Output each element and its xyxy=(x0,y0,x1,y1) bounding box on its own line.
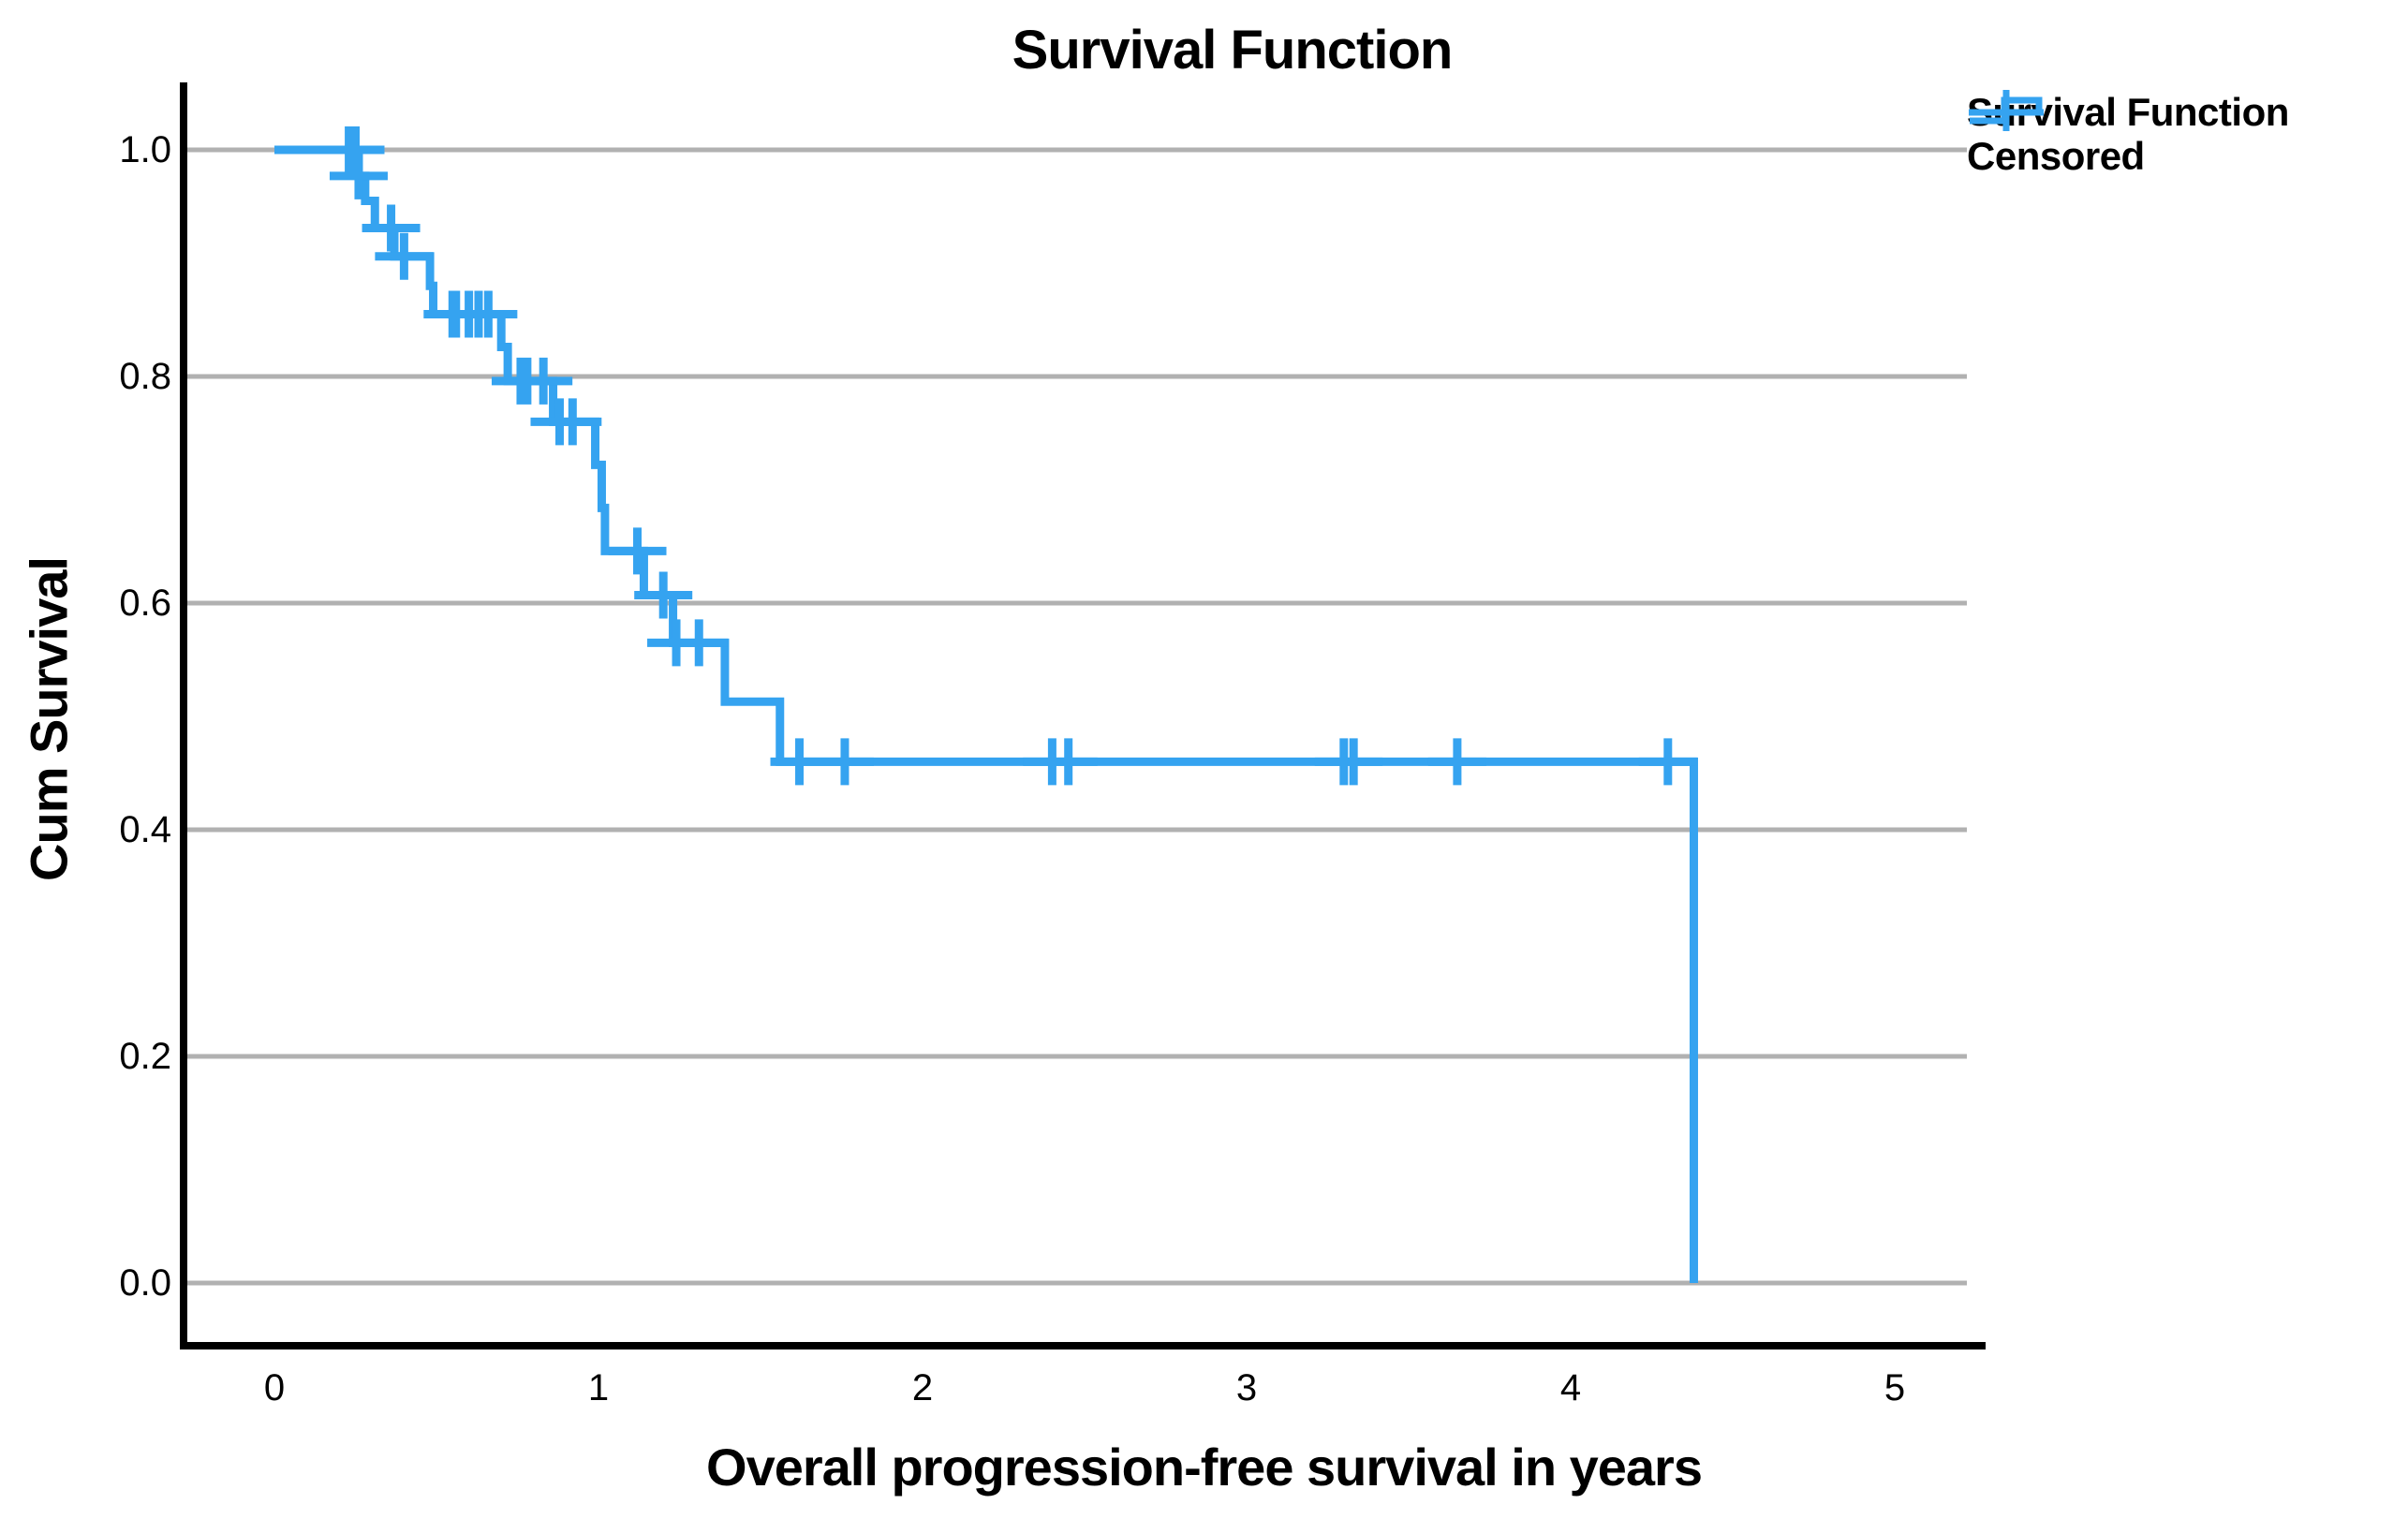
legend-label: Censored xyxy=(1967,133,2145,178)
chart-title: Survival Function xyxy=(1012,20,1454,81)
y-tick-label-0.6: 0.6 xyxy=(119,583,171,624)
y-tick-label-1.0: 1.0 xyxy=(119,129,171,170)
plus-icon xyxy=(1969,90,2044,131)
censored-marks xyxy=(319,126,1697,786)
x-tick-label-4: 4 xyxy=(1559,1367,1582,1408)
x-tick-label-2: 2 xyxy=(911,1367,934,1408)
legend: Survival Function Censored xyxy=(1967,90,2289,178)
y-tick-label-0.4: 0.4 xyxy=(119,809,171,850)
y-tick-label-0.0: 0.0 xyxy=(119,1262,171,1304)
x-tick-label-5: 5 xyxy=(1884,1367,1906,1408)
legend-item-censored: Censored xyxy=(1967,90,2289,178)
x-tick-label-3: 3 xyxy=(1235,1367,1258,1408)
x-tick-label-1: 1 xyxy=(587,1367,610,1408)
y-tick-label-0.2: 0.2 xyxy=(119,1036,171,1077)
x-axis-label: Overall progression-free survival in yea… xyxy=(706,1438,1703,1497)
y-tick-label-0.8: 0.8 xyxy=(119,356,171,397)
x-tick-label-0: 0 xyxy=(263,1367,286,1408)
